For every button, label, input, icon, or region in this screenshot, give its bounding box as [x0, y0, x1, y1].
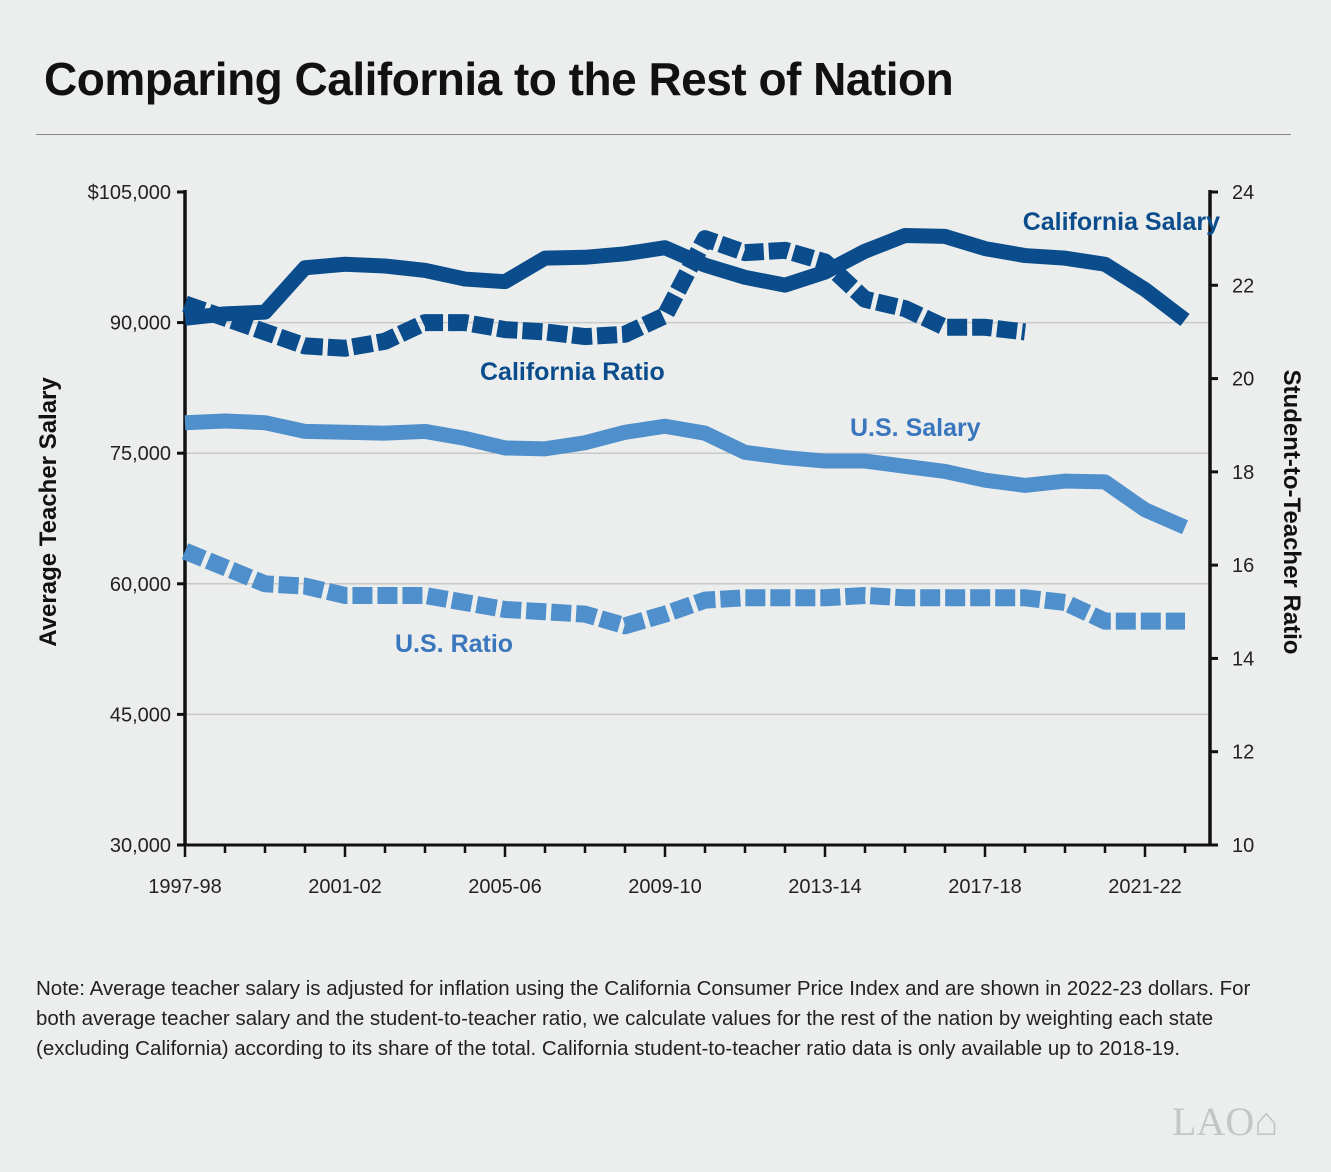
series-label: U.S. Ratio [395, 630, 513, 658]
y2-tick-label: 14 [1232, 648, 1254, 670]
line-chart: $105,000 90,000 75,000 60,000 45,000 30,000 24… [0, 0, 1331, 960]
x-tick-label: 1997-98 [148, 876, 221, 898]
y2-tick-label: 16 [1232, 555, 1254, 577]
y-axis-title: Average Teacher Salary [35, 377, 62, 647]
series-label: California Salary [1023, 208, 1220, 236]
y-tick-label: 75,000 [110, 443, 171, 465]
y-tick-label: 90,000 [110, 313, 171, 335]
y2-tick-label: 22 [1232, 275, 1254, 297]
x-tick-label: 2005-06 [468, 876, 541, 898]
y2-tick-label: 18 [1232, 462, 1254, 484]
note-label: Note: [36, 977, 85, 1000]
y-tick-label: 30,000 [110, 835, 171, 857]
x-tick-label: 2013-14 [788, 876, 861, 898]
lao-logo: LAO⌂ [1172, 1098, 1278, 1145]
x-tick-label: 2017-18 [948, 876, 1021, 898]
note-text: Average teacher salary is adjusted for i… [36, 977, 1250, 1060]
series-label: U.S. Salary [850, 414, 981, 442]
y-tick-label: 60,000 [110, 574, 171, 596]
series-line-u-s-salary [185, 421, 1185, 527]
y-tick-label: 45,000 [110, 704, 171, 726]
x-tick-label: 2001-02 [308, 876, 381, 898]
y2-tick-label: 24 [1232, 182, 1254, 204]
series-label: California Ratio [480, 358, 665, 386]
y2-tick-label: 12 [1232, 742, 1254, 764]
y2-axis-title: Student-to-Teacher Ratio [1278, 370, 1305, 655]
chart-note: Note: Average teacher salary is adjusted… [36, 974, 1286, 1064]
x-tick-label: 2009-10 [628, 876, 701, 898]
y2-tick-label: 20 [1232, 369, 1254, 391]
y-tick-label: $105,000 [88, 182, 171, 204]
y2-tick-label: 10 [1232, 835, 1254, 857]
series-line-u-s-ratio [185, 551, 1185, 626]
x-tick-label: 2021-22 [1108, 876, 1181, 898]
